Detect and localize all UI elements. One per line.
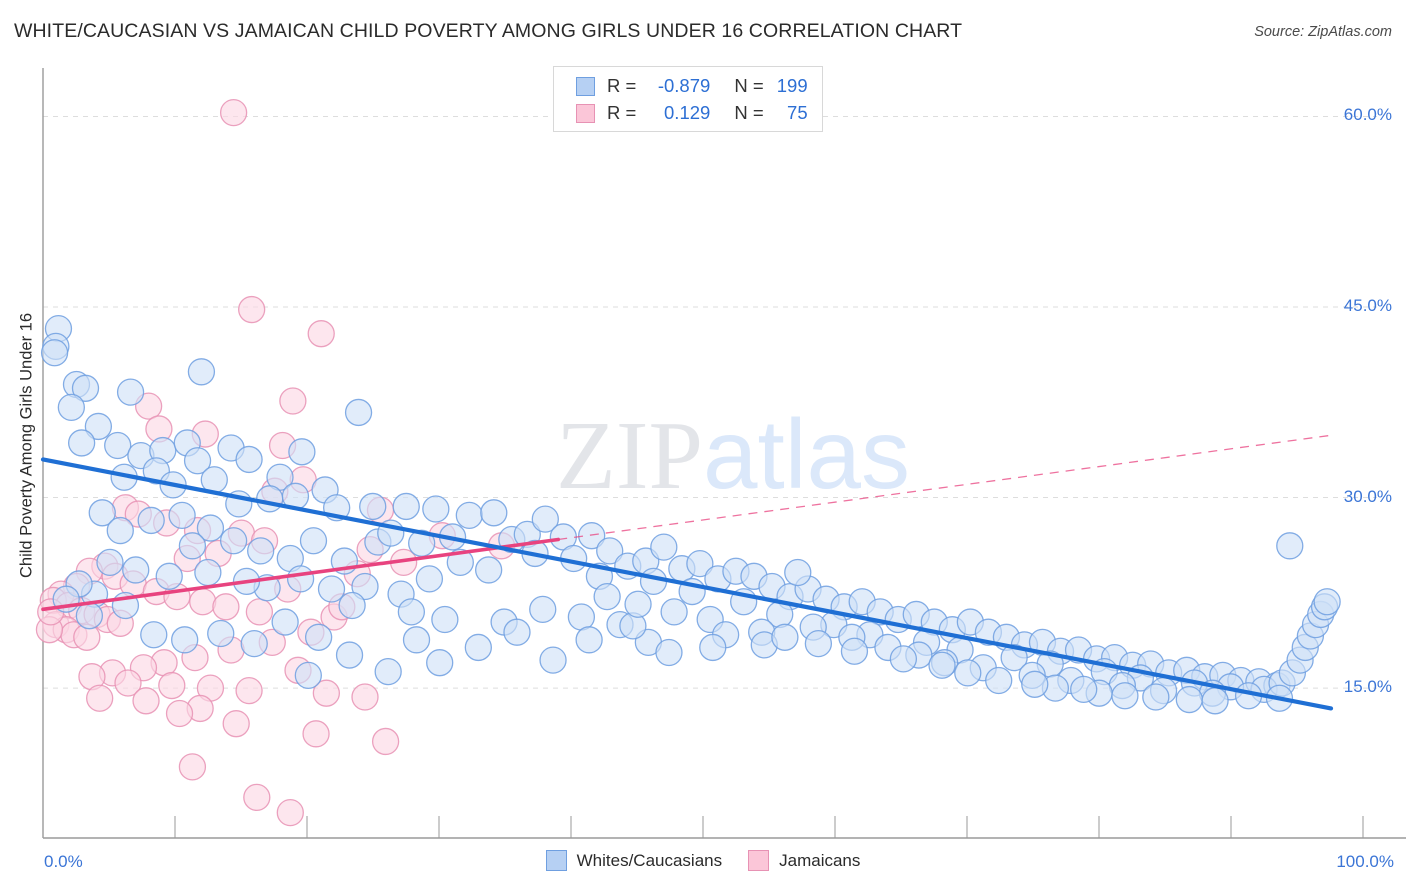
x-tick-label-max: 100.0% [1336, 852, 1394, 871]
scatter-points-jamaicans [35, 99, 516, 827]
legend-item-whites[interactable]: Whites/Caucasians [545, 850, 723, 871]
legend-swatch-whites [545, 850, 567, 871]
stats-swatch-whites [576, 76, 595, 96]
scatter-points-whites [40, 314, 1341, 715]
trendline-jamaicans [41, 537, 561, 612]
legend-label-jamaicans: Jamaicans [779, 850, 861, 870]
stats-row-whites: R = -0.879 N = 199 [576, 73, 808, 99]
stats-n-label-jamaicans: N = [734, 102, 764, 123]
stats-r-value-whites: -0.879 [657, 75, 711, 96]
stats-n-value-jamaicans: 75 [787, 102, 808, 123]
stats-r-label-jamaicans: R = [607, 102, 637, 123]
legend-swatch-jamaicans [748, 850, 770, 871]
correlation-stats-box: R = -0.879 N = 199 R = 0.129 N = 75 [553, 66, 823, 132]
stats-swatch-jamaicans [576, 103, 595, 123]
x-axis-ticks [42, 816, 1364, 838]
axis-lines [42, 68, 1406, 839]
stats-r-value-jamaicans: 0.129 [664, 102, 711, 123]
source-attribution: Source: ZipAtlas.com [1254, 24, 1392, 40]
gridlines [43, 115, 1377, 689]
series-legend: Whites/Caucasians Jamaicans [0, 850, 1406, 871]
stats-n-label-whites: N = [734, 75, 764, 96]
stats-r-label-whites: R = [607, 75, 637, 96]
legend-label-whites: Whites/Caucasians [576, 850, 723, 870]
stats-row-jamaicans: R = 0.129 N = 75 [576, 100, 808, 126]
x-tick-label-min: 0.0% [44, 852, 83, 871]
trendline-jamaicans-extension [558, 434, 1332, 541]
y-tick-label-15: 15.0% [1343, 677, 1392, 697]
y-tick-label-30: 30.0% [1343, 486, 1392, 506]
y-tick-label-60: 60.0% [1343, 105, 1392, 125]
trendline-whites [40, 457, 1334, 711]
legend-item-jamaicans[interactable]: Jamaicans [748, 850, 860, 871]
y-tick-label-45: 45.0% [1343, 296, 1392, 315]
page-title: WHITE/CAUCASIAN VS JAMAICAN CHILD POVERT… [14, 20, 963, 42]
stats-n-value-whites: 199 [776, 75, 808, 96]
